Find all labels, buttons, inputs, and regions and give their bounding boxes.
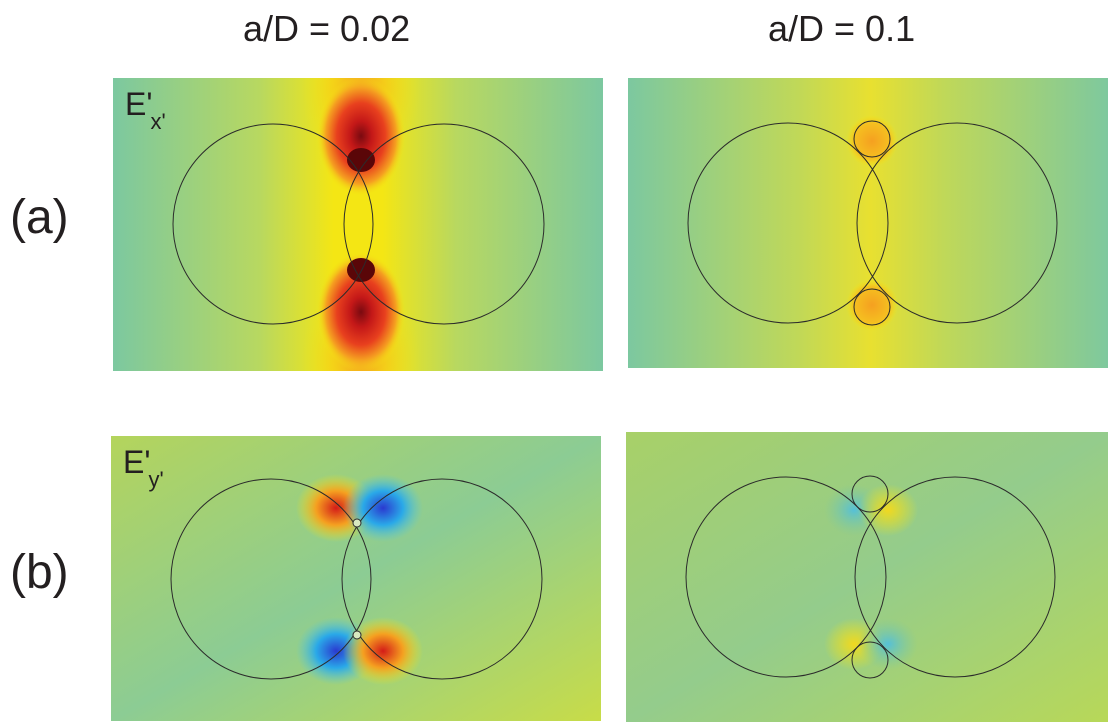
field-map-ey-ad-0.1 [626, 432, 1108, 722]
row-label-a: (a) [10, 191, 69, 244]
row-label-b: (b) [10, 546, 69, 599]
column-title-ad-0.1: a/D = 0.1 [768, 8, 916, 49]
field-map-ex-ad-0.02: E'x' [113, 78, 603, 371]
field-label-ex: E'x' [125, 86, 166, 134]
field-map-ex-ad-0.1 [628, 78, 1108, 368]
field-map-ey-ad-0.02: E'y' [111, 436, 601, 721]
column-title-ad-0.02: a/D = 0.02 [243, 8, 411, 49]
field-label-ey: E'y' [123, 444, 164, 492]
